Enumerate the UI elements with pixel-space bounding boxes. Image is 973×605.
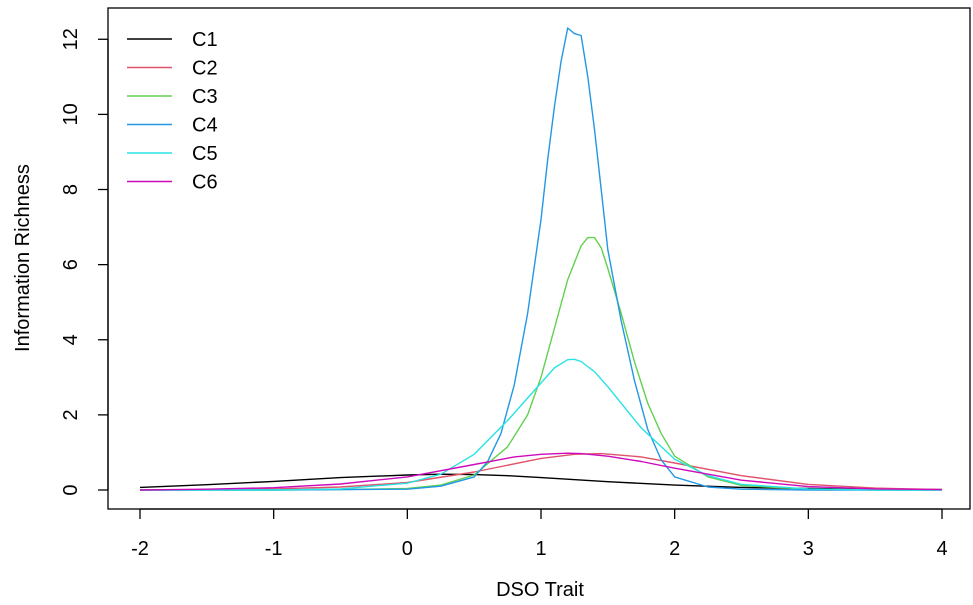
legend-label: C5 [192,143,218,165]
legend-label: C4 [192,115,218,137]
legend: C1 C2 C3 C4 C5 C6 [127,29,218,194]
y-tick-label: 10 [60,103,82,125]
y-tick-label: 8 [60,184,82,195]
x-tick-label: -1 [265,538,283,560]
x-axis-title: DSO Trait [496,579,584,601]
y-tick-label: 6 [60,259,82,270]
x-axis: -2 -1 0 1 2 3 4 [131,508,948,560]
y-tick-label: 12 [60,28,82,50]
y-axis-title: Information Richness [12,164,34,352]
y-tick-label: 4 [60,334,82,345]
y-axis: 0 2 4 6 8 10 12 [60,28,109,496]
x-tick-label: 3 [803,538,814,560]
series-line-c3 [140,236,942,491]
series-line-c5 [140,358,942,491]
y-tick-label: 2 [60,409,82,420]
x-tick-label: 0 [402,538,413,560]
series-layer [139,27,943,491]
x-tick-label: 1 [535,538,546,560]
legend-label: C2 [192,58,218,80]
series-line-c2 [139,452,943,491]
legend-label: C6 [192,172,218,194]
y-tick-label: 0 [60,484,82,495]
plot-frame [107,7,971,510]
legend-label: C3 [192,86,218,108]
x-tick-label: 4 [936,538,947,560]
x-tick-label: 2 [669,538,680,560]
series-line-c4 [140,27,942,491]
x-tick-label: -2 [131,538,149,560]
legend-label: C1 [192,29,218,51]
series-line-c6 [139,452,943,491]
